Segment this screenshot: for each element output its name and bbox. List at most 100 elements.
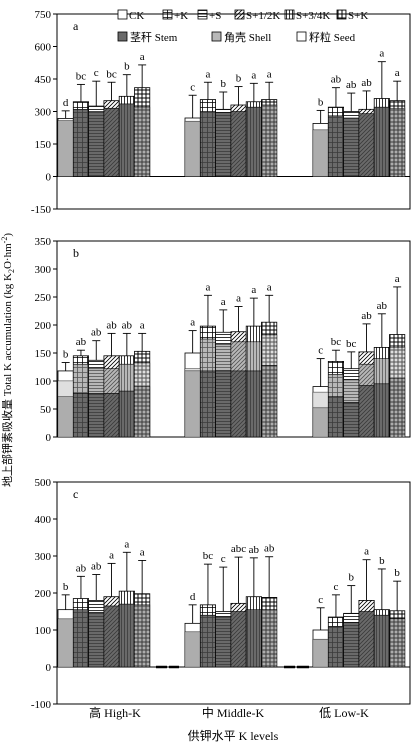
bar-stem-pattern [230, 111, 247, 177]
group-labels: 高 High-K 中 Middle-K 低 Low-K [89, 705, 369, 720]
group-label-middle: 中 Middle-K [202, 705, 265, 720]
panel-label: c [73, 487, 78, 501]
y-tick-label: 300 [35, 264, 52, 276]
bar-stem-pattern [246, 609, 262, 667]
y-tick-label: 750 [35, 9, 52, 21]
y-axis-title: 地上部钾素吸收量 Total K accumulation (kg K2O·hm… [0, 233, 16, 487]
bar-c-0-2: ab [88, 561, 105, 668]
bar-stem-pattern [358, 385, 375, 437]
significance-letter: a [395, 67, 400, 79]
bar-stem-pattern [200, 370, 216, 437]
significance-letter: ab [331, 74, 342, 86]
legend: CK +K +S S+1/2K S+3/4K S+K 茎秆 Stem 角壳 Shell 籽粒 S… [117, 9, 368, 44]
significance-letter: ab [91, 327, 102, 339]
significance-letter: d [63, 97, 69, 109]
bar-stem-pattern [389, 618, 405, 667]
significance-letter: d [190, 591, 196, 603]
bar-b-1-1: a [199, 281, 217, 438]
bar-b-2-4: ab [373, 300, 390, 438]
y-tick-label: 400 [35, 514, 52, 526]
significance-letter: b [63, 581, 69, 593]
legend-label: +K [174, 10, 188, 22]
bar-a-2-3: ab [358, 77, 375, 177]
bar-c-1-3: abc [230, 543, 247, 668]
significance-letter: c [334, 581, 339, 593]
bar-a-0-0: d [57, 97, 74, 177]
bar-stem-pattern [374, 615, 390, 667]
legend-label: S+3/4K [296, 10, 330, 22]
bar-stem-pattern [200, 111, 216, 177]
bar-stem-pattern [88, 393, 104, 437]
significance-letter: a [140, 51, 145, 63]
x-axis-title: 供钾水平 K levels [188, 729, 279, 743]
significance-letter: c [221, 553, 226, 565]
bar-stem-pattern [185, 121, 201, 177]
bar-stem-pattern [88, 111, 104, 177]
bar-stem-pattern [374, 107, 390, 177]
significance-letter: a [206, 68, 211, 80]
bar-stem-pattern [389, 378, 405, 437]
bar-b-0-2: ab [88, 327, 105, 438]
bar-stem-pattern [119, 391, 135, 437]
significance-letter: ab [361, 77, 372, 89]
bar-c-2-3: a [358, 546, 375, 668]
significance-letter: a [236, 293, 241, 305]
legend-label: S+1/2K [246, 10, 280, 22]
bar-stem-pattern [185, 370, 201, 437]
bar-a-0-3: bc [103, 68, 120, 177]
legend-swatch [336, 9, 347, 20]
legend-swatch [162, 9, 173, 20]
bar-b-2-2: bc [343, 338, 360, 438]
significance-letter: a [267, 281, 272, 293]
bar-stem-pattern [88, 612, 104, 667]
significance-letter: ab [76, 562, 87, 574]
bar-stem-pattern [328, 396, 344, 437]
y-tick-label: 200 [35, 588, 52, 600]
bar-a-1-4: a [245, 69, 262, 177]
significance-letter: ab [361, 310, 372, 322]
bar-stem-pattern [246, 370, 262, 437]
bar-c-1-0: d [184, 591, 201, 668]
bar-b-2-1: bc [327, 336, 344, 438]
legend-label: 籽粒 Seed [309, 30, 356, 44]
bar-stem-pattern [313, 639, 329, 667]
legend-swatch [197, 9, 208, 20]
y-tick-label: 0 [46, 662, 52, 674]
y-tick-label: 500 [35, 477, 52, 489]
significance-letter: ab [91, 561, 102, 573]
bar-stem-pattern [246, 107, 262, 177]
bar-stem-pattern [58, 396, 74, 437]
bar-b-0-3: ab [103, 319, 120, 438]
significance-letter: b [236, 73, 242, 85]
y-tick-label: 450 [35, 74, 52, 86]
y-tick-label: 250 [35, 292, 52, 304]
bar-stem-pattern [185, 631, 201, 667]
bar-b-0-0: b [57, 349, 74, 438]
bar-stem-pattern [134, 386, 150, 437]
significance-letter: a [124, 538, 129, 550]
bar-c-0-1: ab [72, 562, 90, 668]
significance-letter: b [394, 567, 400, 579]
significance-letter: ab [377, 300, 388, 312]
significance-letter: bc [331, 336, 342, 348]
legend-swatch [117, 9, 128, 20]
legend-swatch [296, 31, 307, 42]
bar-c-1-1: bc [199, 550, 217, 668]
bar-stem-pattern [389, 108, 405, 177]
bar-stem-pattern [119, 103, 135, 177]
bar-stem-pattern [134, 604, 150, 667]
bar-a-1-3: b [230, 73, 247, 177]
bar-c-0-3: a [103, 549, 120, 668]
bar-stem-pattern [103, 605, 120, 667]
bar-stem-pattern [215, 112, 231, 177]
legend-label: CK [129, 10, 144, 22]
bar-stem-pattern [313, 407, 329, 437]
bar-a-0-4: b [118, 61, 135, 177]
y-tick-label: 50 [40, 404, 52, 416]
bar-b-1-2: a [215, 296, 232, 438]
significance-letter: a [251, 284, 256, 296]
bar-b-2-3: ab [358, 310, 375, 438]
significance-letter: a [206, 281, 211, 293]
